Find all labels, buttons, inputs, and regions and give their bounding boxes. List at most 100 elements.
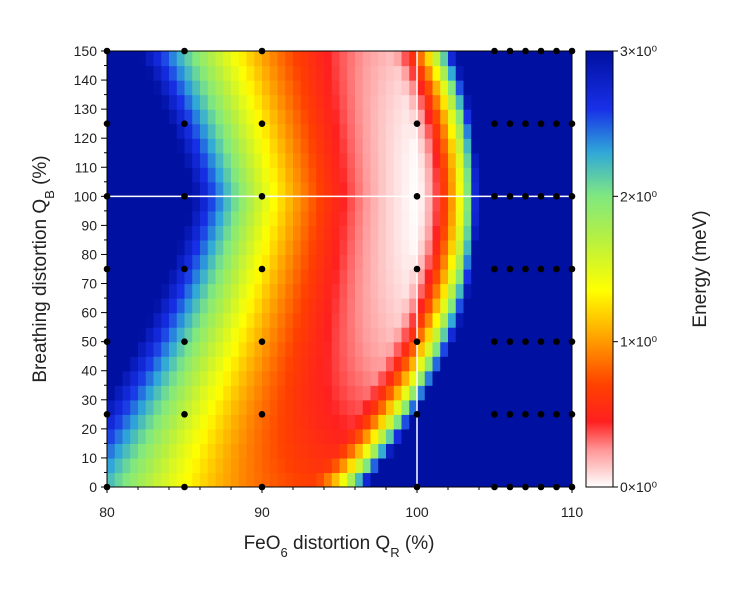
- heatmap-cell: [269, 283, 279, 299]
- heatmap-cell: [331, 385, 341, 401]
- heatmap-cell: [471, 428, 480, 444]
- heatmap-cell: [370, 123, 379, 139]
- heatmap-cell: [114, 327, 124, 343]
- heatmap-cell: [192, 269, 201, 285]
- heatmap-cell: [246, 428, 255, 444]
- heatmap-cell: [215, 196, 224, 212]
- heatmap-cell: [161, 225, 170, 241]
- heatmap-cell: [424, 385, 434, 401]
- heatmap-cell: [145, 269, 155, 285]
- heatmap-cell: [502, 51, 511, 67]
- heatmap-cell: [161, 457, 170, 474]
- heatmap-cell: [246, 94, 255, 110]
- heatmap-cell: [347, 312, 356, 328]
- heatmap-cell: [463, 51, 472, 67]
- heatmap-cell: [556, 65, 565, 81]
- heatmap-cell: [277, 51, 286, 67]
- heatmap-cell: [176, 65, 186, 81]
- heatmap-cell: [362, 94, 372, 110]
- heatmap-cell: [401, 109, 410, 125]
- heatmap-cell: [169, 80, 178, 96]
- heatmap-cell: [564, 239, 572, 256]
- heatmap-cell: [362, 225, 372, 241]
- heatmap-cell: [231, 65, 240, 81]
- heatmap-cell: [502, 80, 511, 96]
- heatmap-cell: [440, 109, 449, 125]
- heatmap-cell: [176, 414, 186, 430]
- heatmap-cell: [486, 254, 496, 270]
- heatmap-cell: [440, 298, 449, 314]
- heatmap-cell: [262, 341, 271, 357]
- heatmap-cell: [207, 123, 217, 139]
- heatmap-cell: [215, 65, 224, 81]
- heatmap-cell: [510, 414, 519, 430]
- heatmap-cell: [246, 196, 255, 212]
- heatmap-cell: [355, 399, 364, 415]
- heatmap-cell: [215, 51, 224, 67]
- heatmap-cell: [145, 385, 155, 401]
- heatmap-cell: [386, 370, 395, 386]
- heatmap-cell: [541, 356, 550, 372]
- heatmap-cell: [378, 327, 387, 343]
- heatmap-cell: [409, 181, 418, 197]
- heatmap-cell: [409, 370, 418, 386]
- heatmap-cell: [455, 472, 465, 487]
- heatmap-cell: [114, 385, 124, 401]
- heatmap-cell: [432, 341, 441, 357]
- heatmap-cell: [246, 123, 255, 139]
- heatmap-cell: [494, 196, 503, 212]
- heatmap-cell: [448, 370, 457, 386]
- heatmap-cell: [145, 298, 155, 314]
- heatmap-cell: [246, 283, 255, 299]
- heatmap-cell: [510, 138, 519, 154]
- heatmap-cell: [262, 152, 271, 168]
- heatmap-cell: [308, 428, 317, 444]
- heatmap-cell: [153, 399, 162, 415]
- heatmap-cell: [153, 210, 162, 226]
- heatmap-cell: [200, 327, 209, 343]
- heatmap-cell: [355, 239, 364, 256]
- heatmap-cell: [114, 283, 124, 299]
- heatmap-cell: [541, 167, 550, 183]
- heatmap-cell: [130, 341, 139, 357]
- heatmap-cell: [161, 298, 170, 314]
- heatmap-cell: [370, 65, 379, 81]
- heatmap-cell: [316, 312, 325, 328]
- heatmap-cell: [331, 472, 341, 487]
- heatmap-cell: [386, 65, 395, 81]
- heatmap-cell: [324, 65, 333, 81]
- heatmap-cell: [401, 196, 410, 212]
- heatmap-cell: [254, 298, 263, 314]
- heatmap-cell: [269, 167, 279, 183]
- sample-point: [537, 338, 545, 345]
- heatmap-cell: [401, 51, 410, 67]
- heatmap-cell: [378, 356, 387, 372]
- heatmap-cell: [362, 428, 372, 444]
- heatmap-cell: [417, 414, 426, 430]
- heatmap-cell: [145, 123, 155, 139]
- heatmap-cell: [370, 239, 379, 256]
- sample-point: [491, 265, 498, 273]
- heatmap-cell: [122, 152, 131, 168]
- heatmap-cell: [246, 138, 255, 154]
- heatmap-cell: [231, 356, 240, 372]
- heatmap-cell: [316, 414, 325, 430]
- sample-point: [258, 338, 266, 345]
- heatmap-cell: [432, 370, 441, 386]
- heatmap-cell: [300, 138, 310, 154]
- heatmap-cell: [455, 443, 465, 459]
- heatmap-cell: [548, 167, 558, 183]
- heatmap-cell: [448, 94, 457, 110]
- heatmap-cell: [130, 356, 139, 372]
- heatmap-cell: [370, 269, 379, 285]
- heatmap-cell: [200, 225, 209, 241]
- heatmap-cell: [122, 123, 131, 139]
- heatmap-cell: [130, 94, 139, 110]
- x-axis-label: FeO6 distortion QR (%): [244, 533, 435, 560]
- heatmap-cell: [169, 65, 178, 81]
- heatmap-cell: [393, 80, 403, 96]
- heatmap-cell: [153, 327, 162, 343]
- heatmap-cell: [448, 167, 457, 183]
- heatmap-cell: [355, 457, 364, 474]
- heatmap-cell: [223, 428, 232, 444]
